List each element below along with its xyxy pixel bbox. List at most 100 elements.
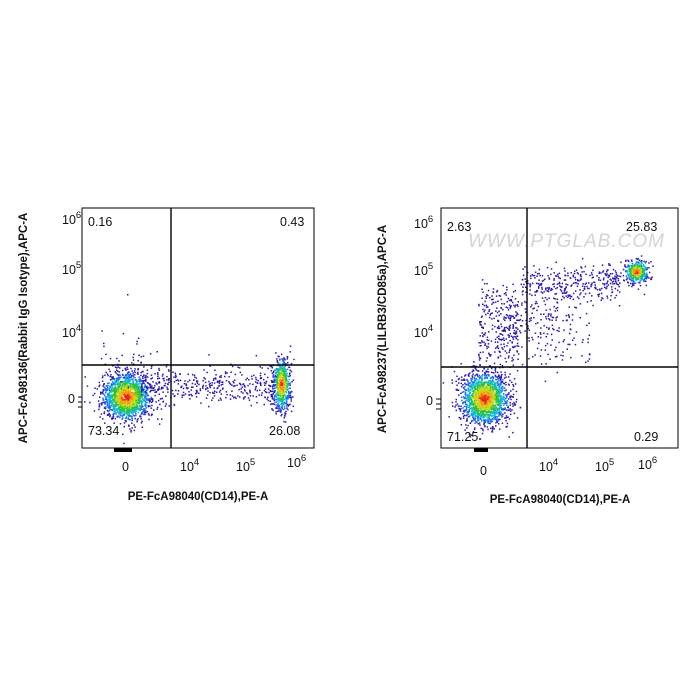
event-dot [140,374,142,377]
event-dot [163,384,165,387]
event-dot [645,280,647,283]
event-dot [639,272,641,275]
event-dot [473,377,476,379]
event-dot [123,386,125,389]
event-dot [479,424,481,426]
event-dot [471,376,474,378]
event-dot [141,398,144,400]
event-dot [167,383,169,386]
event-dot [141,420,143,423]
event-dot [639,284,642,287]
event-dot [484,282,486,285]
event-dot [280,368,282,370]
event-dot [124,390,126,393]
event-dot [276,410,279,412]
event-dot [117,393,120,395]
event-dot [126,397,128,400]
event-dot [120,400,122,403]
event-dot [147,405,150,407]
event-dot [130,431,132,433]
event-dot [640,255,643,257]
event-dot [279,359,281,361]
event-dot [123,400,126,402]
event-dot [131,402,134,404]
event-dot [156,408,158,410]
event-dot [485,386,487,389]
event-dot [280,353,283,356]
event-dot [472,382,474,384]
event-dot [162,400,165,403]
event-dot [472,396,474,399]
event-dot [118,390,121,393]
event-dot [495,310,497,312]
event-dot [116,395,118,397]
event-dot [501,387,503,390]
event-dot [479,438,481,440]
event-dot [246,393,249,395]
event-dot [478,407,481,410]
event-dot [109,387,111,390]
event-dot [276,404,279,407]
event-dot [489,394,491,397]
event-dot [121,406,124,409]
event-dot [130,429,132,432]
event-dot [275,375,277,378]
event-dot [486,382,489,385]
event-dot [467,411,470,414]
event-dot [488,415,490,418]
event-dot [272,381,275,384]
event-dot [280,403,283,405]
event-dot [473,380,475,383]
event-dot [497,408,499,411]
event-dot [126,366,128,369]
event-dot [496,311,499,314]
event-dot [117,397,119,400]
event-dot [271,380,274,383]
event-dot [285,396,287,399]
event-dot [116,395,119,397]
event-dot [124,396,126,398]
event-dot [480,398,483,400]
event-dot [132,375,134,377]
event-dot [134,392,137,394]
event-dot [486,282,488,285]
event-dot [263,403,265,406]
event-dot [493,413,495,415]
event-dot [162,377,164,380]
event-dot [488,310,490,312]
event-dot [496,307,498,309]
event-dot [278,386,280,389]
event-dot [128,402,130,404]
event-dot [137,337,140,339]
event-dot [508,384,510,386]
event-dot [107,382,109,385]
event-dot [635,261,638,263]
event-dot [474,395,477,397]
event-dot [125,369,127,371]
event-dot [153,409,155,411]
event-dot [240,384,242,386]
event-dot [484,343,487,345]
event-dot [126,388,128,390]
event-dot [489,396,491,399]
event-dot [495,402,498,405]
event-dot [478,394,480,397]
event-dot [496,419,498,421]
event-dot [196,385,198,387]
event-dot [136,396,138,399]
event-dot [142,390,144,392]
event-dot [500,411,502,414]
event-dot [650,277,652,279]
event-dot [131,400,134,402]
event-dot [278,398,281,401]
event-dot [131,401,134,403]
event-dot [118,374,121,377]
event-dot [277,355,279,358]
event-dot [225,379,228,382]
event-dot [483,374,486,377]
event-dot [633,277,635,280]
event-dot [135,385,138,388]
event-dot [253,374,255,377]
event-dot [640,277,642,280]
event-dot [132,406,135,409]
